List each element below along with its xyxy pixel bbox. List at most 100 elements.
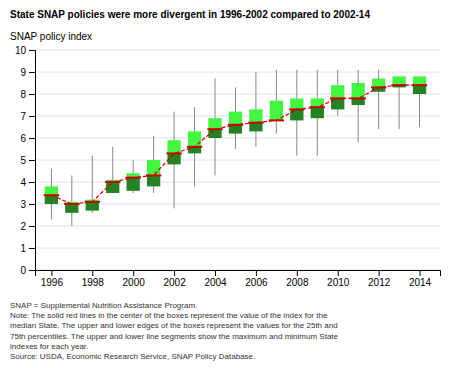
median-line: [51, 85, 419, 204]
median: [391, 84, 406, 86]
y-tick-mark: [29, 116, 35, 117]
y-tick-label: 7: [20, 111, 26, 122]
median: [310, 106, 325, 108]
y-tick-mark: [29, 72, 35, 73]
x-tick: 2002: [163, 270, 186, 288]
x-tick: 2004: [204, 270, 227, 288]
median: [166, 152, 181, 154]
y-tick-mark: [29, 226, 35, 227]
footnote: Source: USDA, Economic Research Service,…: [10, 352, 255, 361]
grid-line: [35, 182, 440, 183]
box-upper: [188, 131, 201, 146]
box-lower: [311, 107, 324, 118]
box-lower: [413, 85, 426, 94]
footnote-line: SNAP = Supplemental Nutrition Assistance…: [10, 301, 197, 310]
median: [105, 181, 120, 183]
footnote: Note: The solid red lines in the center …: [10, 311, 339, 351]
box-upper: [392, 76, 405, 85]
box-lower: [249, 123, 262, 132]
box-lower: [147, 175, 160, 186]
x-tick-mark: [256, 270, 257, 276]
box-lower: [106, 182, 119, 193]
median: [351, 97, 366, 99]
x-axis: 1996 1998 2000 2002 2004 2006 2008 2010 2012 2014: [36, 270, 441, 288]
x-tick-mark: [51, 270, 52, 276]
box-lower: [86, 202, 99, 211]
median: [85, 201, 100, 203]
y-tick-mark: [29, 248, 35, 249]
box-lower: [127, 178, 140, 191]
box-lower: [290, 109, 303, 120]
box-upper: [208, 118, 221, 129]
y-tick: 9: [20, 67, 35, 78]
y-tick-label: 5: [20, 155, 26, 166]
x-tick-label: 2012: [368, 277, 391, 288]
y-tick: 5: [20, 155, 35, 166]
x-axis-line: [36, 271, 441, 277]
y-tick-label: 1: [20, 243, 26, 254]
y-tick: 2: [20, 221, 35, 232]
median: [412, 84, 427, 86]
x-tick-label: 2008: [286, 277, 309, 288]
median: [146, 174, 161, 176]
x-tick-mark: [420, 270, 421, 276]
footnote-line: Note: The solid red lines in the center …: [10, 311, 328, 320]
grid-line: [35, 248, 440, 249]
x-tick-label: 2010: [327, 277, 350, 288]
y-tick-label: 4: [20, 177, 26, 188]
y-tick-mark: [29, 50, 35, 51]
grid: [35, 50, 440, 270]
whisker: [71, 175, 72, 226]
x-tick: 2012: [368, 270, 391, 288]
median: [207, 128, 222, 130]
y-tick-mark: [29, 160, 35, 161]
whisker: [358, 70, 359, 143]
x-tick: 2008: [286, 270, 309, 288]
footnote: SNAP = Supplemental Nutrition Assistance…: [10, 301, 197, 310]
y-tick-label: 8: [20, 89, 26, 100]
median: [248, 122, 263, 124]
median: [269, 119, 284, 121]
box-upper: [413, 76, 426, 85]
y-tick-label: 2: [20, 221, 26, 232]
x-tick-label: 1998: [82, 277, 105, 288]
y-tick: 7: [20, 111, 35, 122]
median: [371, 86, 386, 88]
y-tick-mark: [29, 94, 35, 95]
x-tick-mark: [174, 270, 175, 276]
y-tick-label: 10: [15, 45, 27, 56]
footnote-line: indexes for each year.: [10, 342, 88, 351]
footnote-line: median State. The upper and lower edges …: [10, 321, 338, 330]
y-tick-mark: [29, 204, 35, 205]
y-axis-title: SNAP policy index: [10, 31, 92, 42]
x-tick: 2000: [123, 270, 146, 288]
y-tick-mark: [29, 138, 35, 139]
box-lower: [45, 195, 58, 204]
x-tick-mark: [215, 270, 216, 276]
x-tick: 2006: [245, 270, 268, 288]
grid-line: [35, 226, 440, 227]
median: [289, 108, 304, 110]
x-tick-label: 2004: [204, 277, 227, 288]
x-tick: 2010: [327, 270, 350, 288]
y-tick-label: 0: [20, 265, 26, 276]
x-tick-mark: [297, 270, 298, 276]
box-upper: [249, 109, 262, 122]
x-tick-label: 1996: [41, 277, 64, 288]
grid-line: [35, 160, 440, 161]
x-tick: 1998: [82, 270, 105, 288]
y-axis: 012345678910: [15, 45, 36, 276]
x-tick-mark: [338, 270, 339, 276]
median: [330, 97, 345, 99]
x-tick: 2014: [409, 270, 432, 288]
marks: [44, 70, 428, 226]
y-tick: 10: [15, 45, 35, 56]
x-tick-label: 2006: [245, 277, 268, 288]
grid-line: [35, 50, 440, 51]
y-tick-label: 3: [20, 199, 26, 210]
y-tick-mark: [29, 270, 35, 271]
box-upper: [372, 79, 385, 88]
plot: 1996199820002002200420062008201020122014…: [15, 45, 441, 288]
median: [64, 203, 79, 205]
x-tick-mark: [379, 270, 380, 276]
